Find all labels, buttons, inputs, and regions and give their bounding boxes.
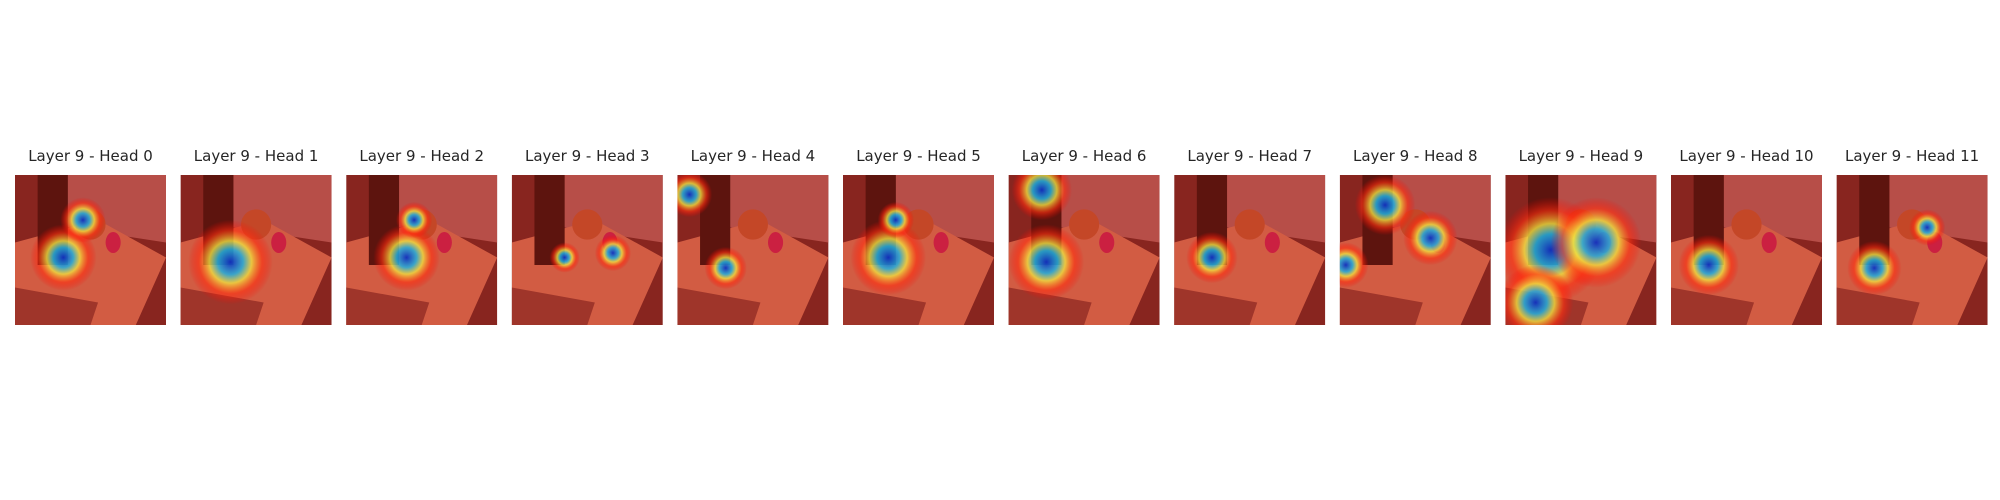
heat-blob bbox=[877, 201, 914, 239]
attention-map bbox=[1671, 175, 1822, 325]
panel-title: Layer 9 - Head 7 bbox=[1187, 147, 1312, 165]
object bbox=[271, 232, 287, 253]
panel-title: Layer 9 - Head 2 bbox=[359, 147, 484, 165]
heat-blob bbox=[60, 197, 106, 243]
heat-blob bbox=[677, 175, 713, 218]
heat-blob bbox=[188, 219, 273, 305]
attention-map bbox=[180, 175, 332, 325]
object bbox=[1761, 232, 1777, 253]
panel-title: Layer 9 - Head 8 bbox=[1353, 147, 1478, 165]
object bbox=[105, 232, 121, 253]
heat-blob bbox=[850, 219, 927, 296]
tint bbox=[511, 175, 663, 325]
heat-blob bbox=[1505, 264, 1574, 325]
panel-title: Layer 9 - Head 9 bbox=[1519, 147, 1644, 165]
heat-blob bbox=[704, 246, 747, 290]
attention-map bbox=[843, 175, 994, 325]
panel-title: Layer 9 - Head 4 bbox=[691, 147, 816, 165]
heat-blob bbox=[1550, 197, 1642, 288]
panel-title: Layer 9 - Head 0 bbox=[28, 147, 153, 165]
object bbox=[1099, 232, 1115, 253]
bowl bbox=[572, 209, 603, 240]
heat-blob bbox=[1354, 175, 1416, 236]
object bbox=[933, 232, 949, 253]
bowl bbox=[1069, 209, 1100, 240]
cabinet bbox=[1671, 287, 1755, 325]
cabinet bbox=[511, 287, 595, 325]
cabinet bbox=[180, 287, 264, 325]
panel-title: Layer 9 - Head 1 bbox=[194, 147, 319, 165]
heat-blob bbox=[1011, 175, 1073, 221]
cabinet bbox=[843, 287, 927, 325]
panel-title: Layer 9 - Head 5 bbox=[856, 147, 981, 165]
attention-map bbox=[1008, 175, 1160, 325]
attention-map bbox=[677, 175, 829, 325]
cabinet bbox=[1008, 287, 1092, 325]
panel-title: Layer 9 - Head 6 bbox=[1022, 147, 1147, 165]
panel-title: Layer 9 - Head 3 bbox=[525, 147, 650, 165]
cabinet bbox=[15, 287, 99, 325]
attention-map bbox=[1339, 175, 1491, 325]
bowl bbox=[1234, 209, 1265, 240]
heat-blob bbox=[1186, 231, 1238, 284]
cabinet bbox=[1836, 287, 1920, 325]
heat-blob bbox=[1339, 242, 1369, 288]
attention-map bbox=[1836, 175, 1988, 325]
heat-blob bbox=[373, 224, 440, 291]
object bbox=[768, 232, 784, 253]
cabinet bbox=[346, 287, 430, 325]
heat-blob bbox=[1008, 224, 1085, 300]
panel-title: Layer 9 - Head 11 bbox=[1845, 147, 1979, 165]
attention-map bbox=[1174, 175, 1326, 325]
heat-blob bbox=[1847, 240, 1902, 296]
panel-title: Layer 9 - Head 10 bbox=[1679, 147, 1813, 165]
attention-map bbox=[511, 175, 663, 325]
attention-map bbox=[346, 175, 498, 325]
bowl bbox=[737, 209, 769, 240]
bowl bbox=[1731, 209, 1762, 240]
cabinet bbox=[1339, 287, 1423, 325]
attention-map bbox=[1505, 175, 1657, 325]
cabinet bbox=[677, 287, 761, 325]
heat-blob bbox=[594, 234, 632, 272]
heat-blob bbox=[1403, 210, 1458, 266]
object bbox=[1264, 232, 1280, 253]
heat-blob bbox=[1909, 209, 1946, 246]
heat-blob bbox=[1678, 234, 1739, 296]
attention-map bbox=[15, 175, 166, 325]
heat-blob bbox=[549, 242, 580, 273]
cabinet bbox=[1174, 287, 1258, 325]
object bbox=[436, 232, 452, 253]
heat-blob bbox=[396, 201, 433, 239]
